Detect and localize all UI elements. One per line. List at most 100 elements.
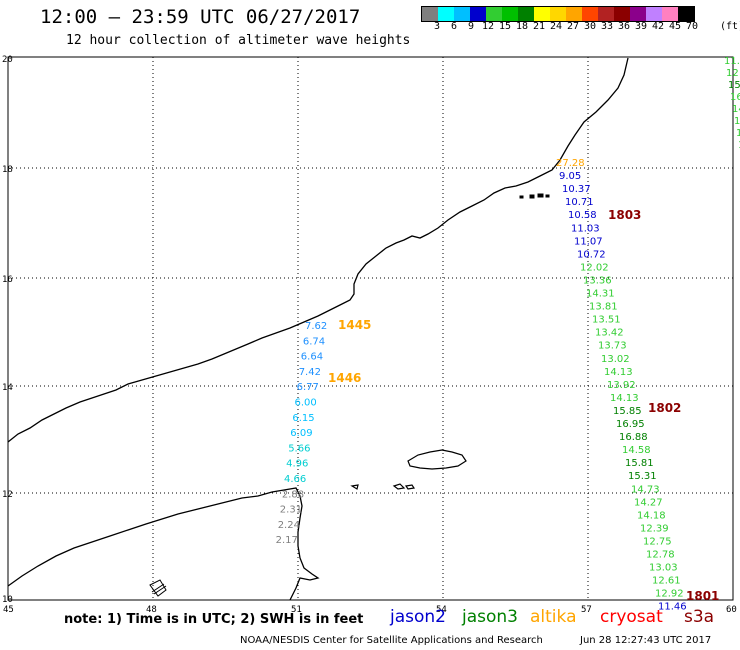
legend-swatch — [662, 7, 678, 21]
lon-tick-45: 45 — [3, 605, 14, 615]
wave-height-value: 16 — [730, 92, 740, 103]
legend-swatch — [470, 7, 486, 21]
wave-height-value: 11.07 — [574, 236, 603, 247]
lon-tick-60: 60 — [726, 605, 737, 615]
wave-height-value: 12.61 — [652, 576, 681, 587]
lat-tick-16: 16 — [2, 275, 13, 285]
wave-height-value: 14.58 — [622, 445, 651, 456]
pass-time: 1446 — [328, 371, 361, 385]
sat-cryosat-label: cryosat — [600, 607, 663, 627]
islet-3 — [350, 484, 359, 490]
lat-tick-12: 12 — [2, 490, 13, 500]
lat-tick-20: 20 — [2, 55, 13, 65]
legend-label: 70 — [685, 21, 699, 32]
legend-label: 39 — [634, 21, 648, 32]
legend-swatch — [534, 7, 550, 21]
legend-label: 30 — [583, 21, 597, 32]
wave-height-value: 6.00 — [295, 398, 317, 409]
footer-note: note: 1) Time is in UTC; 2) SWH is in fe… — [64, 612, 364, 627]
coastline-somalia — [7, 487, 320, 601]
wave-height-value: 6.64 — [301, 352, 323, 363]
lat-tick-18: 18 — [2, 165, 13, 175]
wave-height-value: 4.66 — [284, 474, 306, 485]
legend-swatch — [614, 7, 630, 21]
wave-height-value: 11. — [724, 56, 740, 67]
pass-times: 1445 1446 1803 1802 1801 — [328, 208, 719, 603]
wave-height-value: 13.81 — [589, 302, 618, 313]
legend-swatch — [518, 7, 534, 21]
island-socotra — [407, 449, 467, 470]
legend-label: 6 — [450, 21, 458, 32]
wave-height-value: 6.15 — [292, 413, 314, 424]
wave-height-value: 15.31 — [628, 471, 657, 482]
sat-jason3-label: jason3 — [462, 607, 518, 627]
wave-height-value: 15 — [738, 140, 740, 151]
legend-label: 18 — [515, 21, 529, 32]
wave-height-value: 2.88 — [282, 489, 304, 500]
wave-height-value: 13.42 — [595, 328, 624, 339]
altimeter-tracks: 7.62 6.74 6.64 7.42 6.77 6.00 6.15 6.09 5.66 4.96… — [276, 56, 740, 613]
pass-time: 1445 — [338, 318, 371, 332]
wave-height-value: 13.03 — [649, 563, 678, 574]
wave-height-value: 10.58 — [568, 210, 597, 221]
wave-height-value: 13.92 — [607, 380, 636, 391]
islet-2 — [404, 484, 416, 490]
wave-height-value: 2.24 — [278, 520, 300, 531]
wave-height-value: 14.31 — [586, 289, 615, 300]
legend-label: 42 — [651, 21, 665, 32]
legend-swatch — [598, 7, 614, 21]
legend-label: 15 — [498, 21, 512, 32]
legend-swatch — [486, 7, 502, 21]
legend-swatch — [422, 7, 438, 21]
sat-s3a-label: s3a — [684, 607, 715, 627]
wave-height-value: 15.81 — [625, 458, 654, 469]
legend-label: 21 — [532, 21, 546, 32]
wave-height-value: 2.17 — [276, 535, 298, 546]
wave-height-value: 15 — [734, 116, 740, 127]
grid — [8, 57, 733, 600]
lon-tick-54: 54 — [436, 605, 447, 615]
hatched-shoal — [149, 579, 167, 597]
legend-label: 9 — [467, 21, 475, 32]
wave-height-value: 7.62 — [305, 321, 327, 332]
wave-height-value: 9.05 — [559, 171, 581, 182]
wave-height-value: 16.95 — [616, 419, 645, 430]
wave-height-value: 16 — [736, 128, 740, 139]
legend-swatch — [566, 7, 582, 21]
map-frame — [7, 56, 734, 601]
map-subtitle: 12 hour collection of altimeter wave hei… — [66, 33, 411, 48]
wave-height-value: 12.78 — [646, 550, 675, 561]
islet-1 — [392, 483, 406, 490]
legend-label: 45 — [668, 21, 682, 32]
legend-label: 36 — [617, 21, 631, 32]
pass-time: 1802 — [648, 401, 681, 415]
wave-height-value: 12.02 — [580, 262, 609, 273]
wave-height-value: 10.72 — [577, 249, 606, 260]
sat-jason2-label: jason2 — [390, 607, 446, 627]
lon-tick-57: 57 — [581, 605, 592, 615]
wave-height-value: 16.88 — [619, 432, 648, 443]
lat-tick-labels: 20 18 16 14 12 10 — [2, 55, 13, 605]
lon-tick-51: 51 — [291, 605, 302, 615]
pass-time: 1803 — [608, 208, 641, 222]
lat-tick-10: 10 — [2, 595, 13, 605]
wave-height-value: 13.36 — [583, 275, 612, 286]
wave-height-value: 10.37 — [562, 184, 591, 195]
legend-swatch — [438, 7, 454, 21]
wave-height-value: 13.02 — [601, 354, 630, 365]
wave-height-value: 11.03 — [571, 223, 600, 234]
color-legend-labels: 3 6 9 12 15 18 21 24 27 30 33 36 39 42 45 70 — [421, 21, 740, 33]
wave-height-value: 6.77 — [297, 382, 319, 393]
wave-height-value: 27.28 — [556, 158, 585, 169]
legend-label: 24 — [549, 21, 563, 32]
wave-height-value: 14.27 — [634, 497, 663, 508]
pass-time: 1801 — [686, 589, 719, 603]
wave-height-value: 6.74 — [303, 336, 325, 347]
wave-height-value: 7.42 — [299, 367, 321, 378]
legend-swatch — [582, 7, 598, 21]
color-legend — [421, 6, 695, 22]
legend-swatch — [678, 7, 694, 21]
legend-units: (ft) — [720, 21, 740, 32]
sat-altika-label: altika — [530, 607, 577, 627]
wave-height-value: 15 — [728, 80, 740, 91]
